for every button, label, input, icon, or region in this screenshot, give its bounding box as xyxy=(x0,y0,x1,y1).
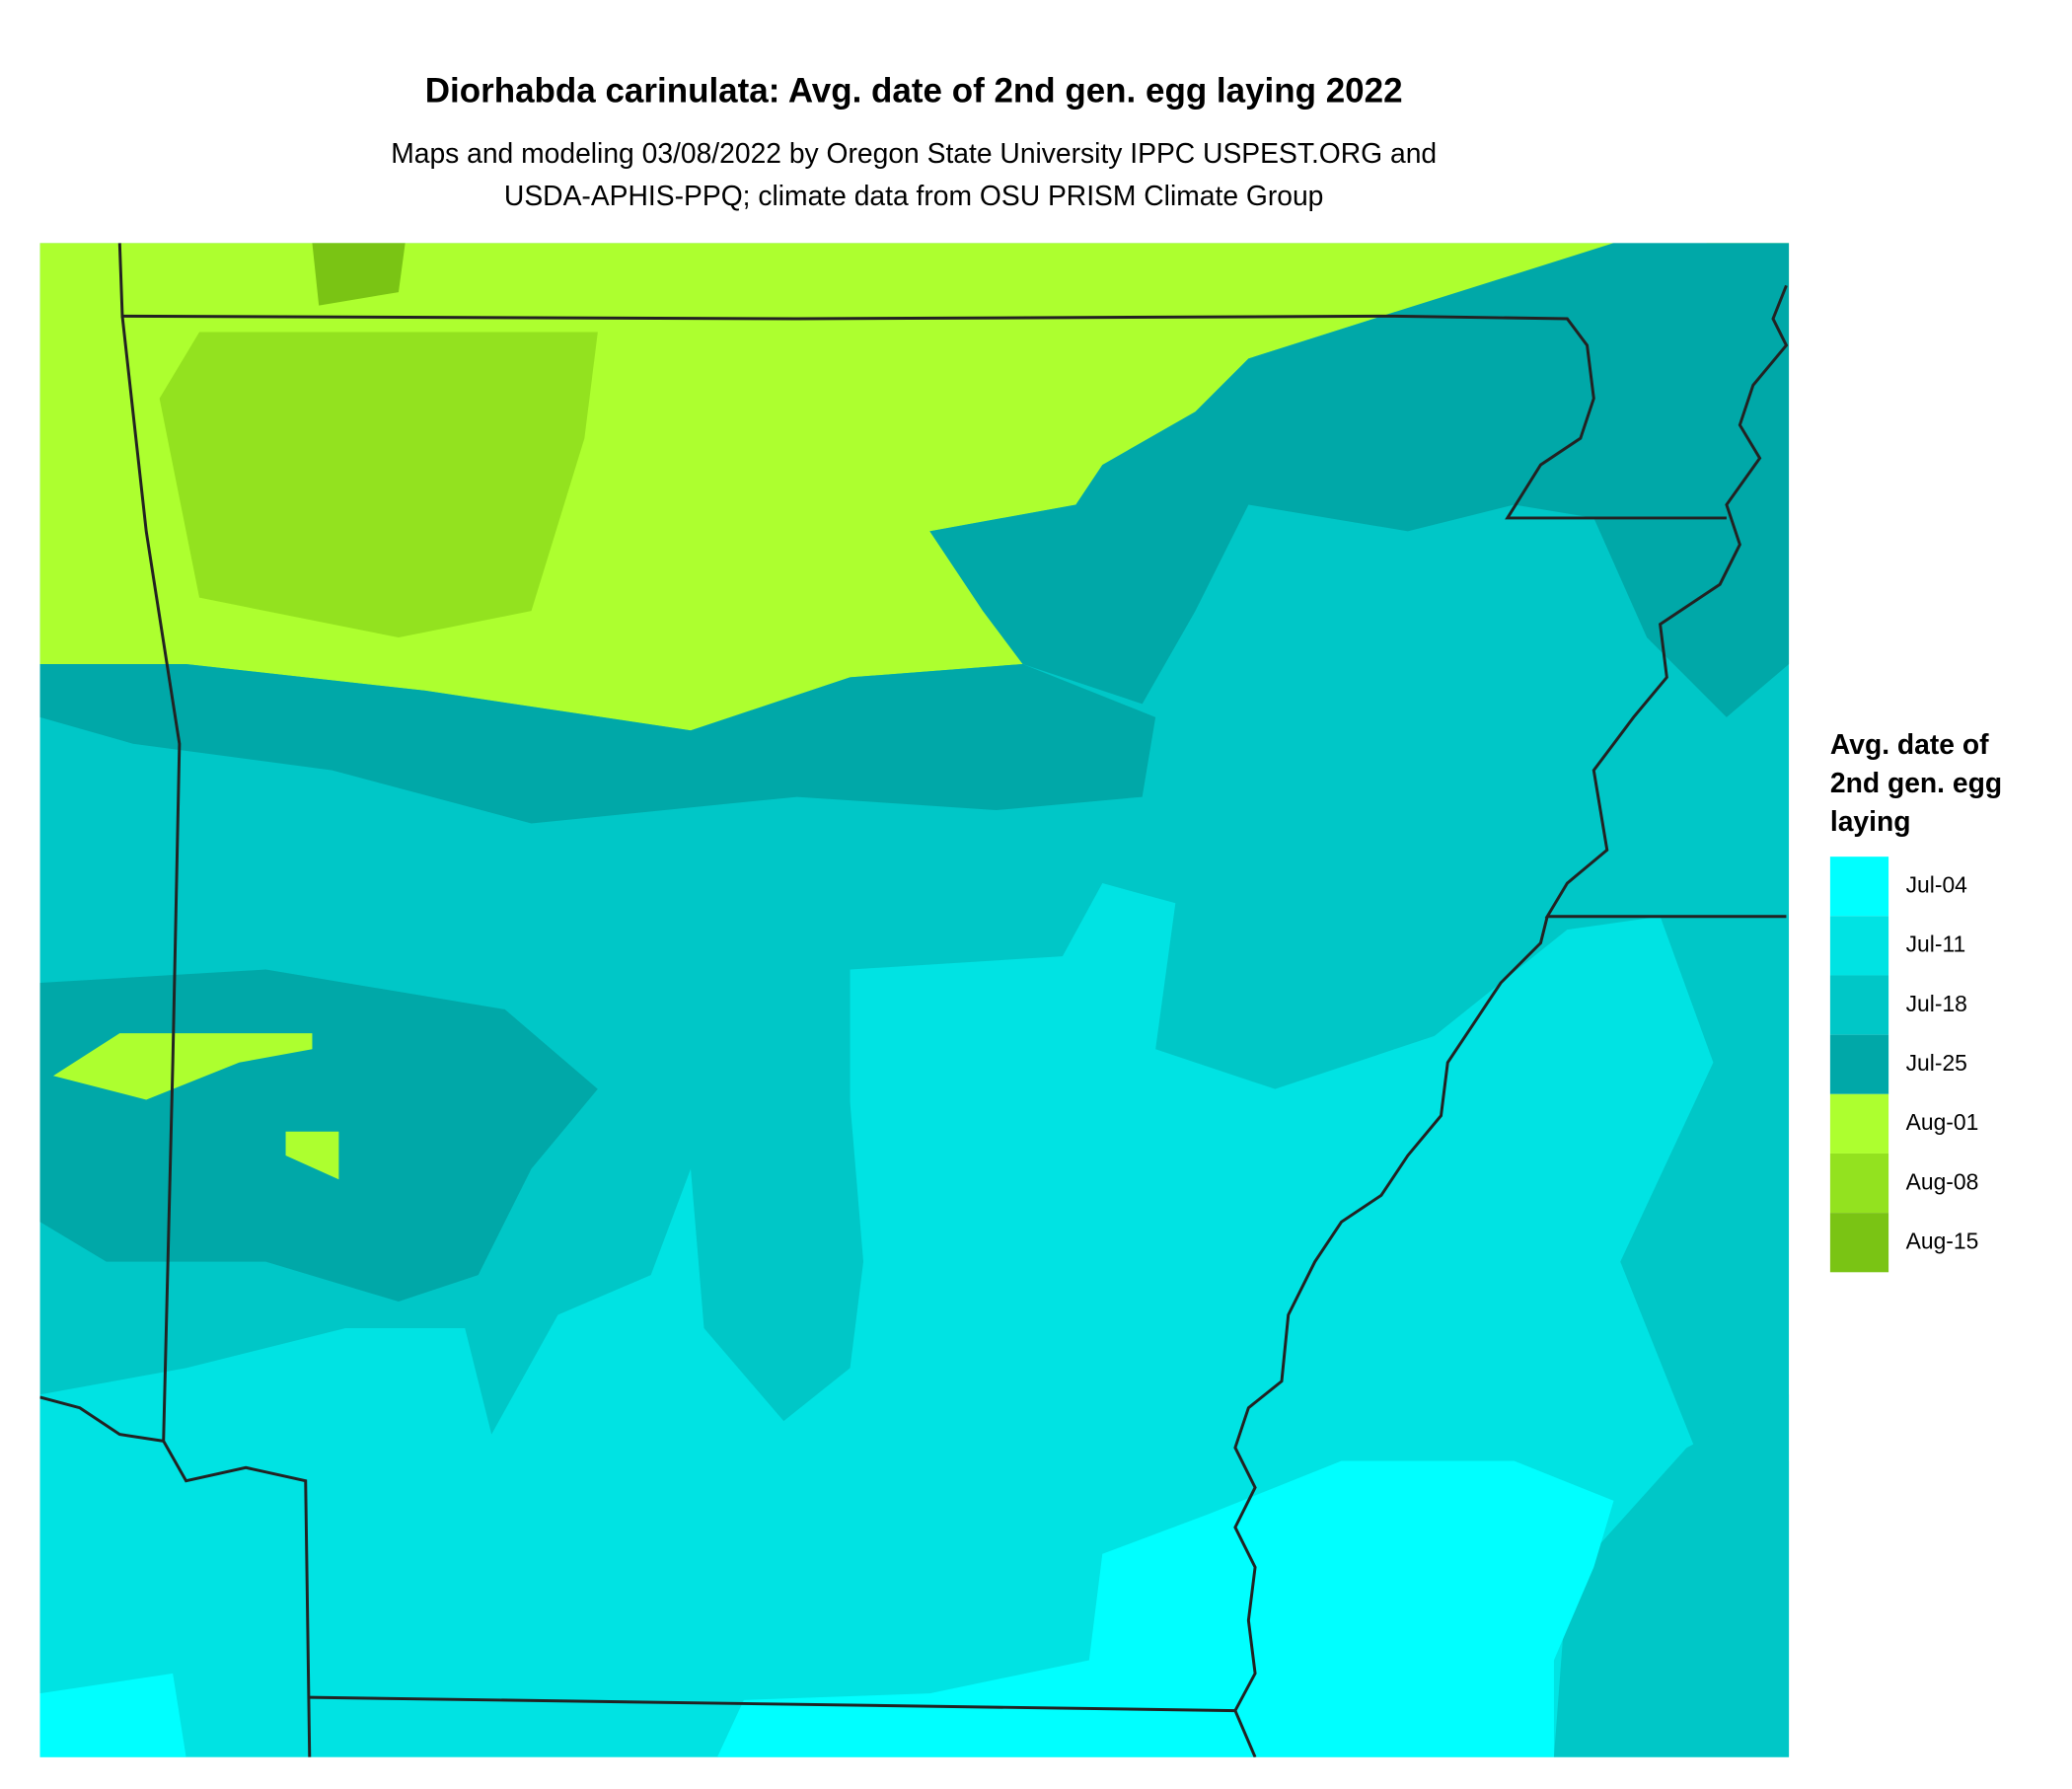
legend-title: laying xyxy=(1830,805,1911,837)
legend-title: Avg. date of xyxy=(1830,728,1989,760)
border xyxy=(117,243,1727,520)
map xyxy=(39,243,1790,1757)
state-borders xyxy=(39,243,1789,1757)
climate-zone xyxy=(716,1460,1614,1757)
legend-label: Aug-15 xyxy=(1906,1228,1979,1253)
legend-label: Aug-01 xyxy=(1906,1109,1979,1135)
climate-zone xyxy=(312,243,406,306)
legend-swatch xyxy=(1829,1153,1889,1214)
legend-label: Jul-04 xyxy=(1906,871,1968,897)
legend-label: Aug-08 xyxy=(1906,1168,1979,1194)
climate-zone xyxy=(1553,1394,1790,1757)
climate-zone xyxy=(39,1673,186,1757)
legend-swatch xyxy=(1829,1034,1889,1094)
climate-zone xyxy=(39,663,1156,824)
legend-swatch xyxy=(1829,1213,1889,1273)
legend-swatch xyxy=(1829,857,1889,917)
subtitle: Maps and modeling 03/08/2022 by Oregon S… xyxy=(391,137,1437,169)
legend-swatch xyxy=(1829,975,1889,1035)
legend-swatch xyxy=(1829,1093,1889,1154)
legend-label: Jul-18 xyxy=(1906,991,1967,1016)
climate-zone xyxy=(929,243,1790,717)
legend-title: 2nd gen. egg xyxy=(1830,767,2002,798)
legend-label: Jul-11 xyxy=(1906,932,1966,957)
climate-zone xyxy=(159,332,598,638)
title: Diorhabda carinulata: Avg. date of 2nd g… xyxy=(425,71,1403,110)
border xyxy=(39,1395,164,1443)
legend-swatch xyxy=(1829,916,1889,976)
border xyxy=(1544,284,1789,919)
climate-zone xyxy=(52,1033,313,1100)
climate-zone xyxy=(285,1131,339,1180)
legend-label: Jul-25 xyxy=(1906,1050,1967,1076)
border xyxy=(1233,916,1549,1712)
legend: Avg. date of 2nd gen. egg laying Jul-04 J… xyxy=(1829,728,2002,1273)
subtitle: USDA-APHIS-PPQ; climate data from OSU PR… xyxy=(504,180,1323,211)
